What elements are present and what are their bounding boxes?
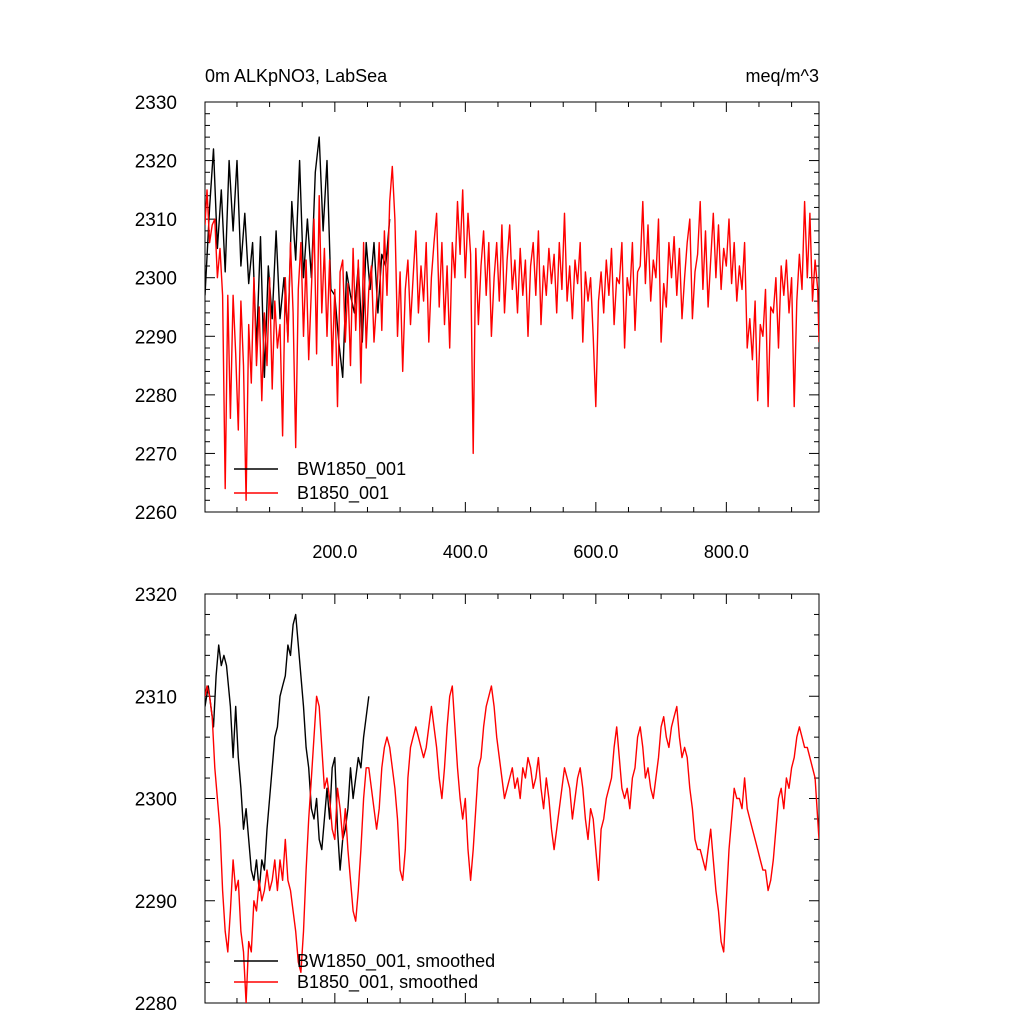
legend-label: B1850_001, smoothed	[297, 972, 478, 993]
chart-panel-2: 2280 2290 2300 2310 2320 BW1850_001, smoothed…	[135, 585, 820, 1015]
chart-panel-1: 0m ALKpNO3, LabSea meq/m^3 200.0 400.0 600.0…	[135, 66, 820, 562]
y-tick-label: 2320	[135, 585, 177, 606]
y-tick-label: 2280	[135, 994, 177, 1015]
y-tick-label: 2330	[135, 93, 177, 114]
legend-label: B1850_001	[297, 483, 389, 504]
series-line-2	[205, 685, 819, 1003]
y-tick-label: 2290	[135, 892, 177, 913]
y-tick-label: 2290	[135, 327, 177, 348]
y-tick-label: 2270	[135, 444, 177, 465]
y-tick-label: 2260	[135, 503, 177, 524]
series-line-2	[205, 165, 819, 501]
x-tick-label: 600.0	[573, 542, 618, 562]
plot-frame	[204, 101, 820, 513]
legend-label: BW1850_001	[297, 459, 406, 480]
y-tick-label: 2320	[135, 152, 177, 173]
series-line-1	[205, 613, 370, 892]
legend-label: BW1850_001, smoothed	[297, 951, 495, 972]
y-tick-label: 2310	[135, 687, 177, 708]
y-tick-label: 2300	[135, 790, 177, 811]
y-tick-label: 2310	[135, 210, 177, 231]
x-tick-label: 200.0	[312, 542, 357, 562]
y-tick-label: 2280	[135, 386, 177, 407]
chart-units: meq/m^3	[746, 66, 819, 86]
x-tick-label: 400.0	[443, 542, 488, 562]
y-tick-label: 2300	[135, 269, 177, 290]
x-tick-label: 800.0	[704, 542, 749, 562]
chart-title: 0m ALKpNO3, LabSea	[205, 66, 388, 86]
